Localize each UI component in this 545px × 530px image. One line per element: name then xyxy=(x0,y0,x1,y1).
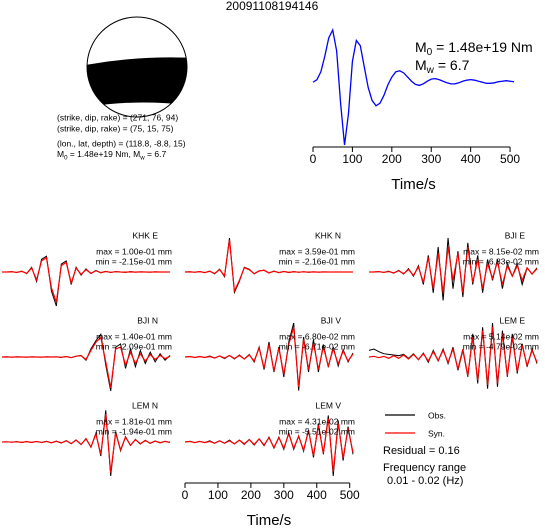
synthetic-trace xyxy=(2,256,170,303)
mechanism-text: (strike, dip, rake) = (271, 76, 94)(stri… xyxy=(57,112,186,161)
station-label: LEM E xyxy=(499,315,525,325)
x-tick-label: 0 xyxy=(310,152,317,166)
text-part: = 6.7 xyxy=(145,149,167,159)
max-label: max = 8.15e-02 mm xyxy=(463,246,539,256)
min-label: min = -4.79e-02 mm xyxy=(463,341,539,351)
legend: Obs. Syn. xyxy=(385,410,446,438)
x-tick-label: 300 xyxy=(421,152,441,166)
synthetic-trace xyxy=(368,327,538,385)
synthetic-trace xyxy=(184,326,354,388)
x-tick-label: 200 xyxy=(382,152,402,166)
max-label: max = 1.00e-01 mm xyxy=(96,246,172,256)
min-label: min = -2.16e-01 mm xyxy=(279,256,355,266)
subscript: w xyxy=(139,154,145,161)
x-tick-label: 500 xyxy=(500,152,520,166)
legend-label: Obs. xyxy=(428,410,446,420)
x-tick-label: 100 xyxy=(342,152,362,166)
synthetic-trace xyxy=(369,246,538,293)
legend-label: Syn. xyxy=(428,428,445,438)
frequency-range: 0.01 - 0.02 (Hz) xyxy=(387,475,463,487)
x-tick-label: 400 xyxy=(307,488,327,502)
min-label: min = -6.83e-02 mm xyxy=(463,256,539,266)
station-label: LEM V xyxy=(315,400,341,410)
beachball xyxy=(86,16,188,118)
station-label: BJI V xyxy=(321,315,342,325)
x-axis-label: Time/s xyxy=(391,176,435,193)
x-axis-label: Time/s xyxy=(247,512,291,529)
station-label: LEM N xyxy=(132,400,158,410)
subscript: 0 xyxy=(427,47,433,58)
figure-title: 20091108194146 xyxy=(226,0,319,13)
mechanism-line: (lon., lat, depth) = (118.8, -8.8, 15) xyxy=(57,138,186,148)
stf-line xyxy=(312,27,515,146)
station-label: BJI N xyxy=(137,315,158,325)
max-label: max = 3.59e-01 mm xyxy=(279,246,355,256)
text-part: = 1.48e+19 Nm, M xyxy=(68,149,141,159)
text-part: = 6.7 xyxy=(434,57,470,73)
station-label: KHK E xyxy=(132,230,158,240)
text-part: M xyxy=(415,39,427,55)
residual: Residual = 0.16 xyxy=(383,445,460,457)
station-label: BJI E xyxy=(505,230,526,240)
min-label: min = -1.94e-01 mm xyxy=(96,426,172,436)
frequency-range: Frequency range xyxy=(383,462,466,474)
synthetic-trace xyxy=(1,413,171,473)
x-tick-label: 500 xyxy=(340,488,360,502)
synthetic-trace xyxy=(184,239,353,294)
x-tick-label: 200 xyxy=(241,488,261,502)
x-tick-label: 300 xyxy=(274,488,294,502)
text-part: = 1.48e+19 Nm xyxy=(432,39,532,55)
subscript: 0 xyxy=(64,154,68,161)
min-label: min = -2.09e-01 mm xyxy=(96,341,172,351)
synthetic-trace xyxy=(1,336,171,389)
x-tick-label: 0 xyxy=(182,488,189,502)
text-part: M xyxy=(57,149,64,159)
x-tick-label: 100 xyxy=(208,488,228,502)
min-label: min = -6.71e-02 mm xyxy=(279,341,355,351)
annotation: M0 = 1.48e+19 Nm xyxy=(415,39,533,58)
moment-line: M0 = 1.48e+19 Nm, Mw = 6.7 xyxy=(57,149,166,161)
min-label: min = -2.15e-01 mm xyxy=(96,256,172,266)
subscript: w xyxy=(426,65,435,76)
mechanism-line: (strike, dip, rake) = (75, 15, 75) xyxy=(57,123,174,133)
max-label: max = 5.14e-02 mm xyxy=(463,331,539,341)
max-label: max = 6.80e-02 mm xyxy=(279,331,355,341)
mechanism-line: (strike, dip, rake) = (271, 76, 94) xyxy=(57,112,178,122)
synthetic-trace xyxy=(184,418,354,472)
annotation: Mw = 6.7 xyxy=(415,57,470,76)
max-label: max = 1.81e-01 mm xyxy=(96,416,172,426)
text-part: M xyxy=(415,57,427,73)
station-label: KHK N xyxy=(315,230,341,240)
x-tick-label: 400 xyxy=(461,152,481,166)
min-label: min = -5.51e-02 mm xyxy=(279,426,355,436)
max-label: max = 1.40e-01 mm xyxy=(96,331,172,341)
max-label: max = 4.31e-02 mm xyxy=(279,416,355,426)
